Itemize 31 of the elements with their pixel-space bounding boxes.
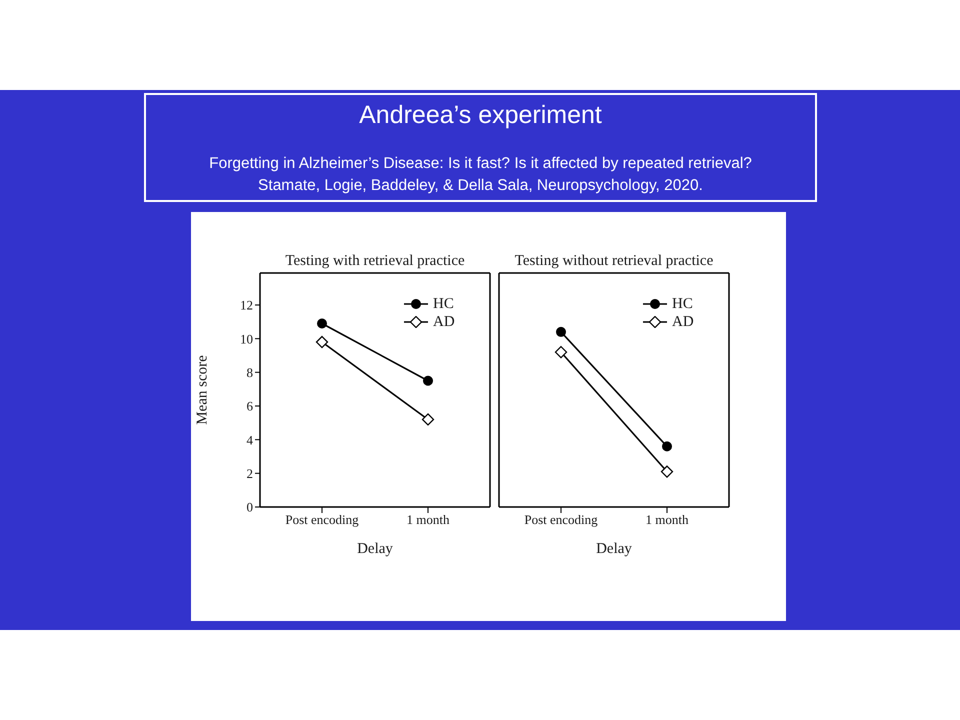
y-tick-label: 8	[246, 364, 253, 380]
legend-label: HC	[433, 295, 454, 313]
y-tick-label: 2	[246, 466, 253, 481]
y-tick-label: 6	[246, 398, 254, 414]
x-axis-title: Delay	[596, 541, 632, 557]
y-tick-label: 4	[246, 432, 254, 448]
x-tick-label: 1 month	[646, 512, 689, 528]
x-axis-title: Delay	[357, 541, 394, 557]
chart-title: Testing without retrieval practice	[514, 252, 714, 270]
x-tick-label: Post encoding	[524, 512, 598, 528]
chart-title: Testing with retrieval practice	[284, 252, 466, 270]
text: Stamate, Logie, Baddeley, & Della Sala, Neuropsychology, 2020.	[257, 176, 704, 196]
point	[316, 336, 328, 348]
legend-label: AD	[433, 313, 455, 331]
x-tick-label: Post encoding	[285, 512, 360, 528]
y-axis-title: Mean score	[194, 354, 210, 425]
point	[554, 346, 568, 358]
point	[422, 413, 434, 426]
legend-label: AD	[672, 313, 694, 331]
point	[317, 318, 327, 329]
legend-label: HC	[672, 295, 693, 313]
x-tick-label: 1 month	[406, 512, 450, 528]
y-tick-label: 0	[246, 500, 253, 515]
point	[423, 376, 433, 386]
text: Forgetting in Alzheimer’s Disease: Is it fast? Is it affected by repeated retrieval?	[208, 154, 753, 174]
point	[556, 326, 566, 337]
point	[662, 441, 672, 452]
point	[660, 466, 674, 478]
text: Andreea’s experiment	[358, 100, 603, 130]
y-tick-label: 12	[240, 298, 253, 313]
y-tick-label: 10	[240, 331, 253, 346]
